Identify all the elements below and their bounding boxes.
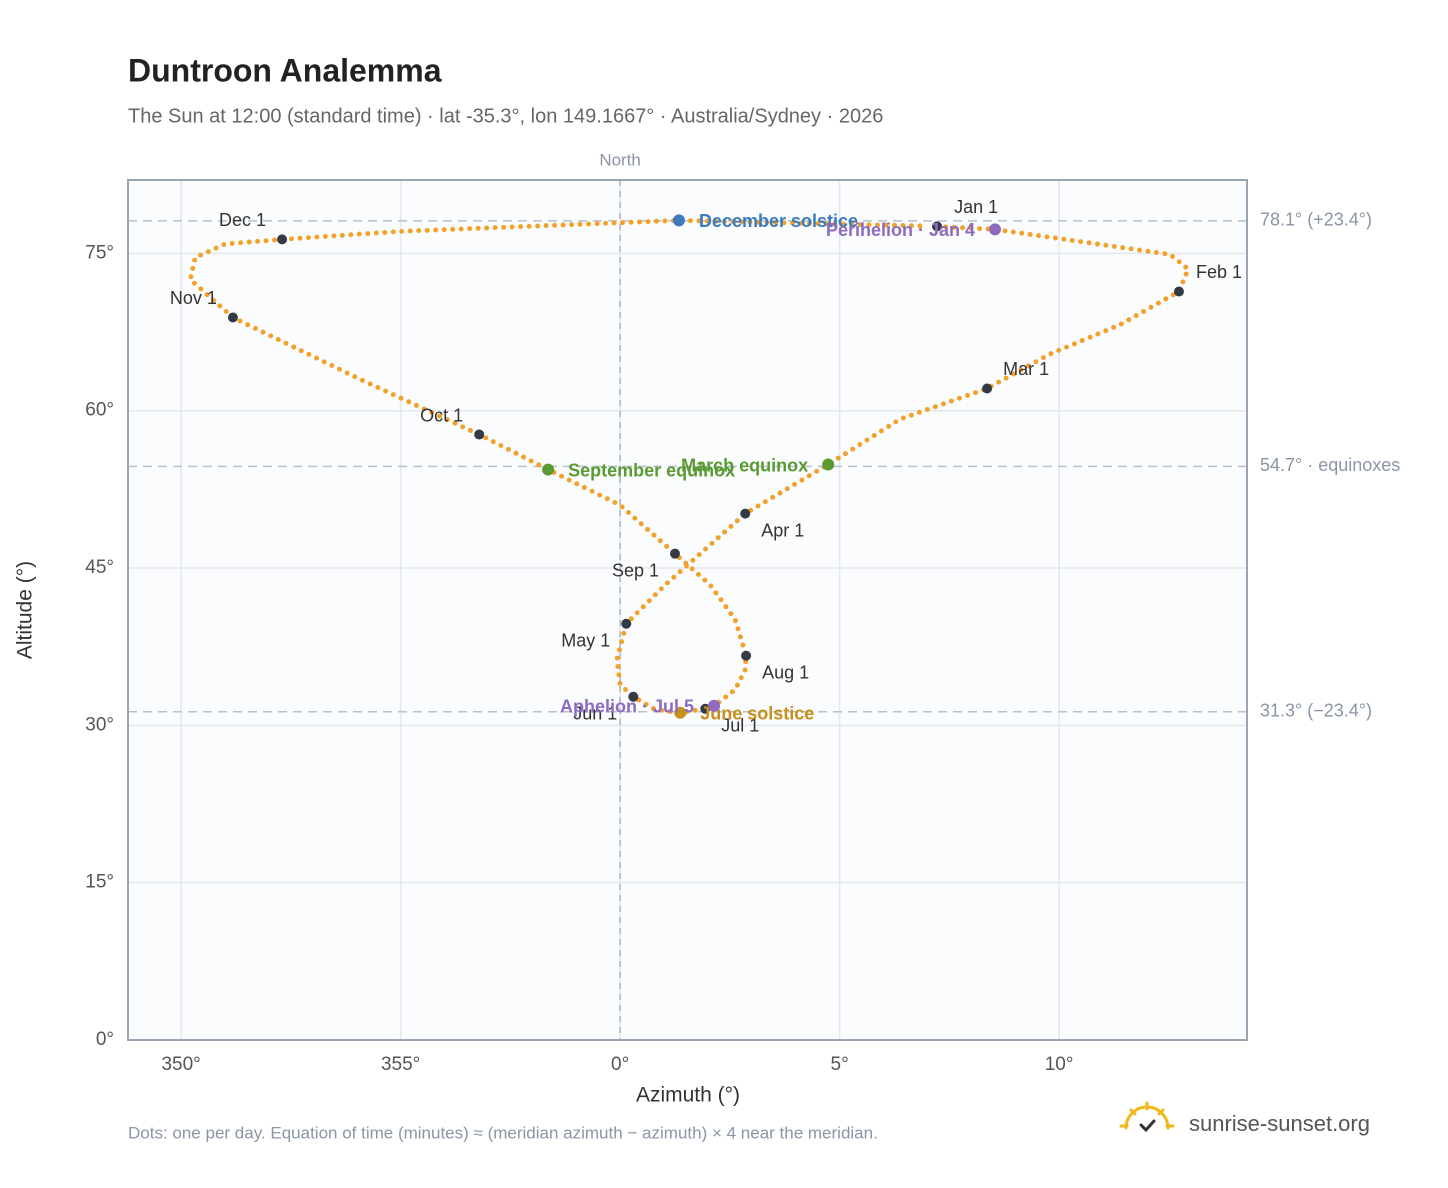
x-tick-label: 10° bbox=[1045, 1054, 1074, 1075]
x-tick-label: 5° bbox=[831, 1054, 849, 1075]
event-label: December solstice bbox=[699, 211, 858, 231]
month-marker bbox=[621, 618, 632, 629]
reference-label: 54.7° · equinoxes bbox=[1260, 455, 1400, 475]
plot-area bbox=[128, 180, 1247, 1040]
x-tick-label: 350° bbox=[161, 1054, 200, 1075]
source: sunrise-sunset.org bbox=[1189, 1111, 1370, 1136]
month-marker bbox=[700, 703, 711, 714]
plot-layer: Jan 1 Feb 1 Mar 1 Apr 1 May 1 Jun 1 Jul 1 Aug 1… bbox=[128, 180, 1247, 1041]
event-marker bbox=[674, 706, 687, 719]
month-label: Feb 1 bbox=[1196, 262, 1242, 282]
y-tick-label: 0° bbox=[96, 1029, 114, 1050]
chart-subtitle: The Sun at 12:00 (standard time) · lat -… bbox=[128, 105, 883, 127]
month-label: Apr 1 bbox=[761, 520, 804, 540]
event-label: June solstice bbox=[700, 704, 814, 724]
month-label: Nov 1 bbox=[170, 288, 217, 308]
month-label: Mar 1 bbox=[1003, 359, 1049, 379]
y-tick-label: 45° bbox=[85, 557, 114, 578]
month-label: Jul 1 bbox=[721, 716, 759, 736]
y-axis-label: Altitude (°) bbox=[14, 561, 37, 659]
month-marker bbox=[474, 429, 485, 440]
event-label: Perihelion · Jan 4 bbox=[826, 220, 975, 240]
month-label: May 1 bbox=[561, 630, 610, 650]
month-marker bbox=[227, 312, 238, 323]
chart-title: Duntroon Analemma bbox=[128, 52, 442, 88]
month-label: Aug 1 bbox=[762, 662, 809, 682]
reference-label: 78.1° (+23.4°) bbox=[1260, 210, 1372, 230]
month-marker bbox=[669, 548, 680, 559]
event-marker bbox=[989, 223, 1002, 236]
y-tick-label: 15° bbox=[85, 872, 114, 893]
event-marker bbox=[708, 699, 721, 712]
event-marker bbox=[822, 458, 835, 471]
month-label: Oct 1 bbox=[420, 405, 463, 425]
event-marker bbox=[672, 214, 685, 227]
plot-frame bbox=[127, 179, 1248, 1041]
logo bbox=[1119, 1101, 1175, 1133]
y-tick-label: 30° bbox=[85, 714, 114, 735]
meridian-label: North bbox=[599, 150, 641, 169]
reference-label: 31.3° (−23.4°) bbox=[1260, 700, 1372, 720]
event-label: Aphelion · Jul 5 bbox=[560, 697, 694, 717]
month-marker bbox=[982, 383, 993, 394]
event-label: September equinox bbox=[568, 460, 735, 480]
month-label: Dec 1 bbox=[219, 210, 266, 230]
daily-dots bbox=[187, 217, 1191, 716]
y-tick-label: 60° bbox=[85, 400, 114, 421]
y-tick-label: 75° bbox=[85, 242, 114, 263]
month-marker bbox=[277, 234, 288, 245]
month-marker bbox=[932, 221, 943, 232]
month-label: Sep 1 bbox=[612, 560, 659, 580]
month-label: Jun 1 bbox=[573, 703, 617, 723]
month-marker bbox=[628, 691, 639, 702]
x-tick-label: 0° bbox=[611, 1054, 629, 1075]
event-marker bbox=[542, 463, 555, 476]
month-marker bbox=[741, 650, 752, 661]
event-label: March equinox bbox=[681, 455, 808, 475]
x-axis-label: Azimuth (°) bbox=[636, 1084, 740, 1107]
month-marker bbox=[740, 508, 751, 519]
month-marker bbox=[1173, 286, 1184, 297]
x-tick-label: 355° bbox=[381, 1054, 420, 1075]
month-label: Jan 1 bbox=[954, 197, 998, 217]
footnote: Dots: one per day. Equation of time (min… bbox=[128, 1123, 878, 1142]
